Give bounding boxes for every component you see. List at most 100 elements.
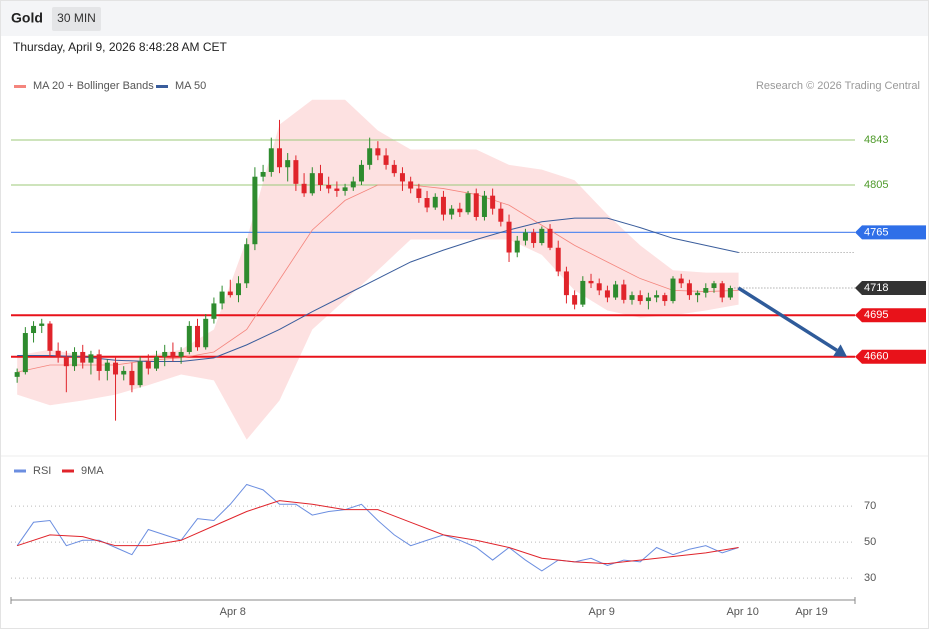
instrument-title: Gold [11,10,43,26]
level-label: 4718 [864,282,888,294]
candle-body [596,283,602,291]
candle-body [654,295,660,298]
indicator-line [16,500,739,565]
candle-body [613,284,619,298]
level-label: 4695 [864,309,888,321]
legend-swatch [14,469,26,473]
candle-body [350,181,356,188]
level-label: 4843 [864,134,888,146]
candle-body [154,356,160,369]
header-bar [1,1,928,36]
candle-body [580,280,586,305]
candle-body [514,240,520,253]
candle-body [555,247,561,272]
candle-body [268,148,274,172]
candle-body [375,148,381,156]
candle-body [490,195,496,209]
candle-body [55,350,61,357]
candle-body [276,148,282,168]
candle-body [440,196,446,215]
candle-body [129,370,135,386]
candle-body [39,323,45,326]
legend-label: RSI [33,465,51,477]
candle-body [47,323,53,351]
x-tick-label: Apr 8 [220,606,246,618]
candle-body [522,232,528,241]
candle-body [203,318,209,348]
x-tick-label: Apr 10 [726,606,758,618]
candle-body [227,291,233,296]
legend-label: 9MA [81,465,104,477]
level-label: 4660 [864,351,888,363]
legend-swatch [62,469,74,473]
candle-body [293,160,299,184]
candle-body [383,155,389,165]
candle-body [678,278,684,284]
candle-body [408,181,414,189]
legend-label: MA 20 + Bollinger Bands [33,80,154,92]
candle-body [695,292,701,296]
candle-body [670,278,676,302]
candle-body [686,283,692,296]
candle-body [424,198,430,208]
credit: Research © 2026 Trading Central [756,80,920,92]
candle-body [342,187,348,191]
candle-body [547,228,553,248]
candle-body [727,288,733,298]
candle-body [145,361,151,369]
timeframe[interactable]: 30 MIN [57,11,96,25]
forecast-arrow [737,286,838,352]
level-label-box [855,281,926,296]
candle-body [96,354,102,371]
candle-body [31,325,37,334]
legend-swatch [14,85,26,88]
candle-body [162,351,168,357]
candle-body [22,333,28,373]
candle-body [399,173,405,182]
timestamp: Thursday, April 9, 2026 8:48:28 AM CET [13,40,228,54]
candle-body [104,362,110,371]
candle-body [629,295,635,300]
candle-body [457,208,463,213]
candle-body [63,356,69,367]
candle-body [367,148,373,165]
candle-body [481,195,487,217]
candle-body [14,372,20,377]
forecast-arrowhead [833,344,847,357]
candle-body [358,164,364,182]
candle-body [588,280,594,284]
timeframe-button[interactable] [52,7,101,31]
candle-body [473,193,479,217]
candle-body [309,173,315,194]
candle-body [219,291,225,304]
candle-body [121,370,127,375]
candle-body [563,271,569,296]
legend-label: MA 50 [175,80,206,92]
candle-body [113,362,119,375]
indicator-line [16,483,739,572]
y-tick-label: 30 [864,572,876,584]
y-tick-label: 50 [864,536,876,548]
candle-body [498,208,504,222]
level-label-box [855,308,926,323]
candle-body [621,284,627,300]
candle-body [317,173,323,185]
candle-body [432,196,438,208]
candle-body [326,185,332,189]
candle-body [170,351,176,357]
candle-body [137,361,143,386]
candle-body [186,325,192,352]
candle-body [260,171,266,177]
candle-body [301,183,307,194]
candle-body [88,354,94,363]
candle-body [703,288,709,293]
candle-body [506,221,512,253]
x-tick-label: Apr 19 [795,606,827,618]
ma20-line [17,184,739,373]
candle-body [244,244,250,284]
candle-body [637,295,643,302]
candle-body [195,325,201,348]
level-label: 4765 [864,226,888,238]
candle-body [178,351,184,357]
candle-body [531,232,537,244]
